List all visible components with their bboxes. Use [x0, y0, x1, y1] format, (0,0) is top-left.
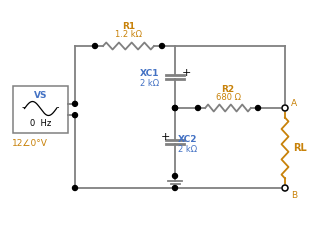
FancyBboxPatch shape [13, 86, 68, 133]
Circle shape [73, 113, 77, 118]
Text: 1.2 kΩ: 1.2 kΩ [115, 30, 142, 39]
Text: -: - [22, 102, 25, 113]
Circle shape [159, 43, 164, 49]
Text: 0  Hz: 0 Hz [30, 119, 51, 128]
Circle shape [172, 105, 178, 110]
Circle shape [92, 43, 98, 49]
Circle shape [172, 185, 178, 190]
Circle shape [283, 185, 287, 190]
Circle shape [196, 105, 201, 110]
Circle shape [282, 185, 288, 191]
Text: 680 Ω: 680 Ω [215, 93, 241, 102]
Text: 2 kΩ: 2 kΩ [178, 146, 197, 155]
Text: R2: R2 [221, 85, 235, 94]
Text: A: A [291, 98, 297, 108]
Circle shape [73, 101, 77, 106]
Circle shape [172, 173, 178, 178]
Text: +: + [182, 68, 191, 78]
Text: 2 kΩ: 2 kΩ [140, 80, 160, 88]
Circle shape [282, 105, 288, 111]
Text: VS: VS [34, 91, 47, 100]
Circle shape [73, 185, 77, 190]
Circle shape [172, 105, 178, 110]
Text: B: B [291, 191, 297, 201]
Text: -: - [56, 102, 59, 113]
Text: R1: R1 [122, 22, 135, 31]
Text: XC1: XC1 [140, 68, 160, 77]
Circle shape [255, 105, 260, 110]
Text: 12∠0°V: 12∠0°V [12, 139, 48, 148]
Text: +: + [160, 132, 170, 142]
Text: RL: RL [293, 143, 307, 153]
Text: XC2: XC2 [178, 135, 197, 143]
